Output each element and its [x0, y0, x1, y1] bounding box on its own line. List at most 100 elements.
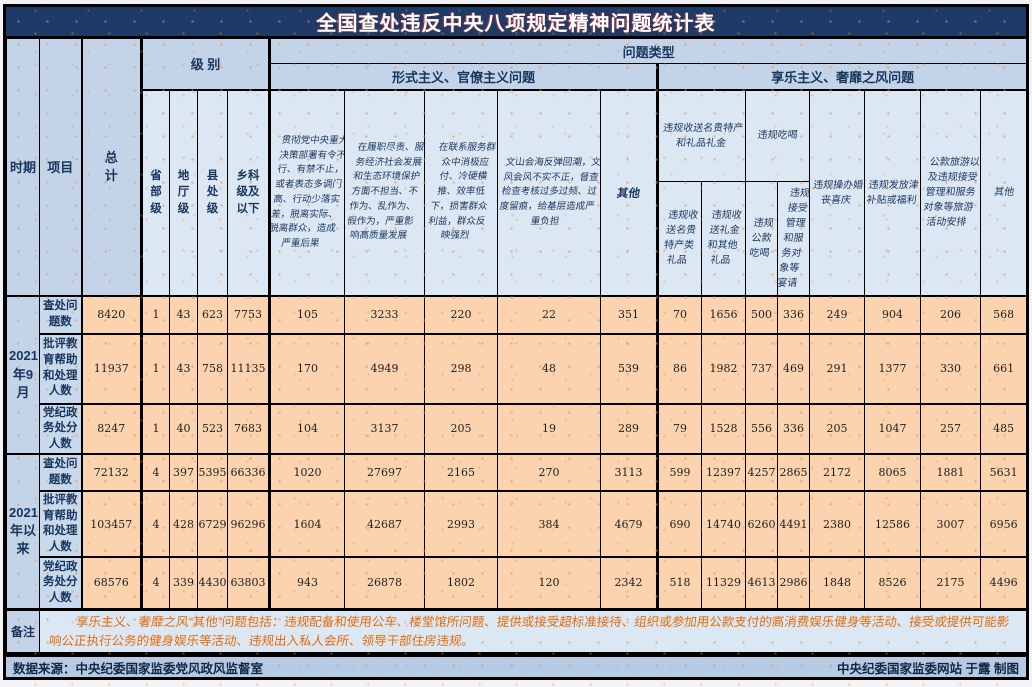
col-header-specialty-gifts: 违规收送名贵特产类礼品: [656, 181, 702, 296]
data-cell: 661: [979, 332, 1028, 405]
data-cell: 4: [140, 556, 170, 611]
data-cell: 96296: [227, 490, 270, 559]
data-cell: 11135: [227, 332, 270, 405]
table-row: 2021年9月 查处问题数 8420 1 43 623 7753 105 323…: [6, 294, 1028, 456]
data-cell: 205: [424, 402, 498, 456]
data-cell: 568: [979, 294, 1028, 335]
page-title: 全国查处违反中央八项规定精神问题统计表: [6, 7, 1026, 38]
data-cell: 556: [745, 402, 778, 456]
data-source-text: 数据来源：中央纪委国家监委党风政风监督室: [13, 661, 264, 676]
data-cell: 11937: [80, 332, 142, 405]
data-cell: 206: [920, 294, 981, 335]
data-cell: 485: [979, 402, 1028, 456]
data-cell: 330: [920, 332, 981, 405]
data-cell: 4496: [979, 556, 1028, 611]
data-cell: 11329: [701, 556, 746, 611]
data-cell: 86: [656, 332, 702, 405]
data-cell: 298: [424, 332, 498, 405]
data-cell: 105: [268, 294, 345, 335]
data-cell: 1604: [268, 490, 345, 559]
data-cell: 3137: [344, 402, 425, 456]
data-cell: 4430: [197, 556, 228, 611]
row-label: 党纪政务处分人数: [39, 402, 82, 456]
data-cell: 249: [809, 294, 865, 335]
data-cell: 5631: [979, 453, 1028, 493]
data-cell: 518: [656, 556, 702, 611]
col-header-formalism-3: 在联系服务群众中消极应付、冷硬横推、效率低下，损害群众利益，群众反映强烈: [424, 88, 498, 296]
table-row: 批评教育帮助和处理人数 11937 1 43 758 11135 170 494…: [7, 332, 1028, 405]
data-cell: 6260: [745, 490, 778, 559]
data-cell: 2986: [777, 556, 810, 611]
row-label: 党纪政务处分人数: [39, 556, 82, 611]
data-cell: 6729: [197, 490, 228, 559]
data-cell: 4: [140, 453, 170, 493]
data-cell: 12397: [701, 453, 746, 493]
data-cell: 1848: [809, 556, 865, 611]
data-cell: 384: [497, 490, 601, 559]
data-cell: 43: [169, 294, 198, 335]
data-cell: 539: [600, 332, 658, 405]
data-cell: 904: [864, 294, 921, 335]
data-cell: 8247: [80, 402, 142, 456]
data-cell: 3233: [344, 294, 425, 335]
col-header-total: 总计: [80, 38, 142, 296]
data-cell: 220: [424, 294, 498, 335]
data-cell: 1047: [864, 402, 921, 456]
data-cell: 943: [268, 556, 345, 611]
data-cell: 2380: [809, 490, 865, 559]
data-cell: 428: [169, 490, 198, 559]
data-cell: 103457: [80, 490, 142, 559]
period-label: 2021年9月: [6, 294, 40, 456]
statistics-sheet: 全国查处违反中央八项规定精神问题统计表 时期 项目 总计 级 别 问题类型 形式…: [3, 4, 1029, 681]
col-header-formalism-1: 贯彻党中央重大决策部署有令不行、有禁不止，或者表态多调门高、行动少落实差，脱离实…: [268, 88, 345, 296]
col-header-weddings-funerals: 违规操办婚丧喜庆: [809, 88, 865, 296]
data-cell: 72132: [80, 453, 142, 493]
col-header-formalism-other: 其他: [600, 88, 658, 296]
data-cell: 12586: [864, 490, 921, 559]
data-cell: 2865: [777, 453, 810, 493]
data-cell: 737: [745, 332, 778, 405]
data-cell: 2172: [809, 453, 865, 493]
row-label: 查处问题数: [39, 294, 82, 335]
data-cell: 623: [197, 294, 228, 335]
col-header-formalism-4: 文山会海反弹回潮，文风会风不实不正，督查检查考核过多过频、过度留痕，给基层造成严…: [497, 88, 601, 296]
data-cell: 599: [656, 453, 702, 493]
period-label: 2021年以来: [6, 453, 40, 611]
data-cell: 14740: [701, 490, 746, 559]
data-cell: 351: [600, 294, 658, 335]
data-cell: 4257: [745, 453, 778, 493]
data-cell: 257: [920, 402, 981, 456]
data-cell: 6956: [979, 490, 1028, 559]
remark-text: 享乐主义、奢靡之风“其他”问题包括：违规配备和使用公车、楼堂馆所问题、提供或接受…: [48, 614, 1011, 648]
data-cell: 8526: [864, 556, 921, 611]
data-cell: 270: [497, 453, 601, 493]
data-cell: 48: [497, 332, 601, 405]
data-cell: 7683: [227, 402, 270, 456]
data-cell: 469: [777, 332, 810, 405]
data-cell: 104: [268, 402, 345, 456]
data-cell: 1020: [268, 453, 345, 493]
table-row: 2021年以来 查处问题数 72132 4 397 5395 66336 102…: [6, 453, 1028, 611]
data-cell: 1: [140, 402, 170, 456]
data-cell: 43: [169, 332, 198, 405]
data-cell: 2165: [424, 453, 498, 493]
data-cell: 1377: [864, 332, 921, 405]
data-cell: 1802: [424, 556, 498, 611]
data-cell: 339: [169, 556, 198, 611]
col-header-public-funded-travel: 公款旅游以及违规接受管理和服务对象等旅游活动安排: [920, 88, 981, 296]
col-header-hedonism-other: 其他: [979, 88, 1028, 296]
data-cell: 2342: [600, 556, 658, 611]
credit-text: 中央纪委国家监委网站 于露 制图: [837, 661, 1019, 676]
data-cell: 3007: [920, 490, 981, 559]
data-cell: 3113: [600, 453, 658, 493]
row-label: 批评教育帮助和处理人数: [39, 490, 82, 559]
data-cell: 2175: [920, 556, 981, 611]
data-cell: 27697: [344, 453, 425, 493]
col-header-township: 乡科级及以下: [227, 88, 270, 296]
data-cell: 1982: [701, 332, 746, 405]
col-header-formalism-2: 在履职尽责、服务经济社会发展和生态环境保护方面不担当、不作为、乱作为、假作为，严…: [344, 88, 425, 296]
data-cell: 22: [497, 294, 601, 335]
data-cell: 500: [745, 294, 778, 335]
table-row: 党纪政务处分人数 8247 1 40 523 7683 104 3137 205…: [7, 402, 1028, 456]
table-row: 批评教育帮助和处理人数 103457 4 428 6729 96296 1604…: [7, 490, 1028, 559]
